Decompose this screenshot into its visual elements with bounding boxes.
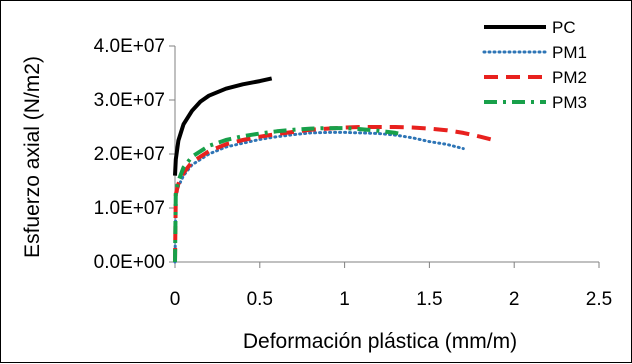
y-tick-label: 1.0E+07	[94, 198, 165, 219]
y-axis-title: Esfuerzo axial (N/m2)	[21, 56, 44, 258]
legend-label-pm2: PM2	[552, 68, 587, 87]
legend-label-pm3: PM3	[552, 93, 587, 112]
y-tick-label: 4.0E+07	[94, 36, 165, 57]
series-layer	[173, 76, 498, 264]
x-tick-label: 0	[170, 289, 181, 310]
series-line-pc	[173, 76, 273, 176]
x-axis-title: Deformación plástica (mm/m)	[243, 330, 517, 353]
series-line-pm1	[173, 130, 465, 264]
legend-label-pc: PC	[552, 18, 576, 37]
legend: PC PM1 PM2 PM3	[482, 18, 587, 112]
x-tick-label: 2.5	[586, 289, 612, 310]
x-tick-label: 2	[509, 289, 520, 310]
x-tick-label: 0.5	[247, 289, 273, 310]
x-axis-ticks: 0 0.5 1 1.5 2 2.5	[170, 262, 612, 310]
y-tick-label: 3.0E+07	[94, 90, 165, 111]
y-axis-ticks: 0.0E+00 1.0E+07 2.0E+07 3.0E+07 4.0E+07	[94, 36, 175, 273]
series-line-pm3	[173, 126, 405, 263]
legend-label-pm1: PM1	[552, 43, 587, 62]
series-line-pm2	[173, 125, 498, 263]
y-tick-label: 0.0E+00	[94, 252, 165, 273]
x-tick-label: 1	[339, 289, 350, 310]
plot-area: 0.0E+00 1.0E+07 2.0E+07 3.0E+07 4.0E+07 0 0.5…	[94, 36, 613, 310]
y-tick-label: 2.0E+07	[94, 144, 165, 165]
x-tick-label: 1.5	[416, 289, 442, 310]
